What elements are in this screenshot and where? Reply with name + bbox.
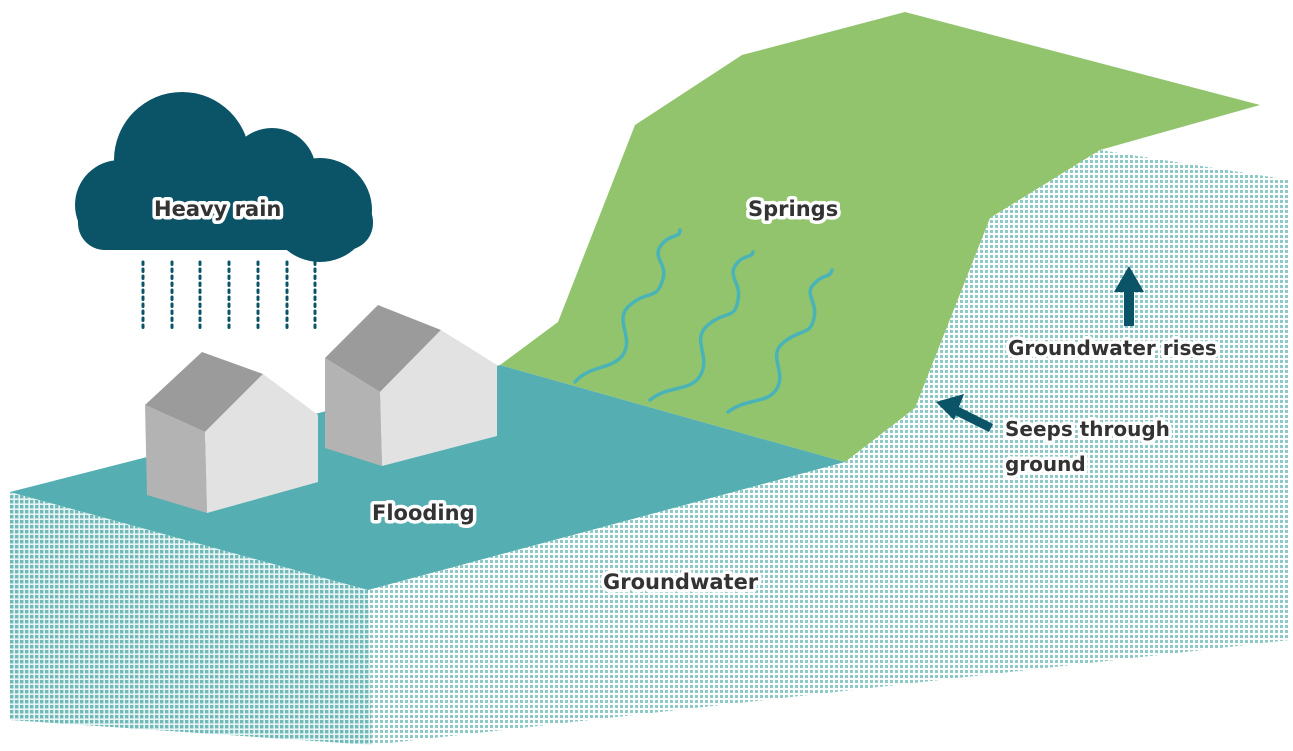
house-left-front-wall [145,405,207,513]
house-left [145,352,318,513]
seeps-arrow-icon [936,394,994,433]
house-left-roof [145,352,263,432]
spring-lines [573,228,834,414]
rain-cloud-icon [75,92,373,262]
groundwater-rises-label: Groundwater rises [1008,336,1217,360]
hillside [500,12,1260,462]
groundwater-label: Groundwater [603,570,759,594]
springs-label: Springs [748,197,838,221]
house-right [325,305,497,466]
flood-water-surface [10,365,845,590]
seeps-through-label-line2: ground [1005,452,1086,476]
spring-line-1 [573,228,682,384]
house-right-front-wall [325,358,382,466]
house-right-side-wall [380,330,497,466]
seeps-through-label-line1: Seeps through [1005,417,1170,441]
spring-line-3 [726,268,834,414]
flooding-label: Flooding [372,501,475,525]
heavy-rain-label: Heavy rain [154,197,281,221]
house-left-side-wall [205,374,318,513]
spring-line-2 [648,250,755,402]
groundwater-front-face [10,492,372,745]
groundwater-side-face [368,150,1290,745]
up-arrow-icon [1114,266,1144,326]
rain-drops [141,260,317,330]
house-right-roof [325,305,441,392]
